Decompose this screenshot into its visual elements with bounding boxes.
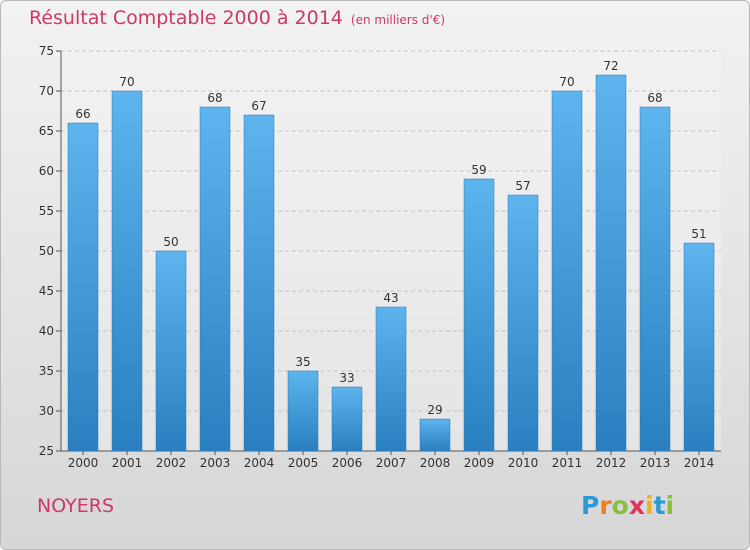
chart-unit: (en milliers d'€) (350, 13, 446, 27)
y-tick-label: 55 (39, 204, 54, 218)
y-tick-label: 35 (39, 364, 54, 378)
bar-value-label: 29 (427, 403, 442, 417)
x-tick-label: 2000 (68, 456, 99, 470)
bar (199, 106, 231, 452)
x-tick-label: 2002 (156, 456, 187, 470)
bar (639, 106, 671, 452)
y-tick-label: 60 (39, 164, 54, 178)
bar-value-label: 59 (471, 163, 486, 177)
logo-letter: i (645, 491, 654, 520)
bar (463, 178, 495, 452)
bar (419, 418, 451, 452)
x-tick-label: 2004 (244, 456, 275, 470)
bar-value-label: 68 (647, 91, 662, 105)
proxiti-logo: Proxiti (581, 491, 674, 520)
commune-name: NOYERS (37, 495, 115, 517)
bar-value-label: 43 (383, 291, 398, 305)
bar-value-label: 67 (251, 99, 266, 113)
bar (67, 122, 99, 452)
logo-letter: o (611, 491, 629, 520)
y-tick-label: 40 (39, 324, 54, 338)
bar-value-label: 66 (75, 107, 90, 121)
bar-value-label: 72 (603, 59, 618, 73)
x-tick-label: 2003 (200, 456, 231, 470)
x-tick-label: 2012 (596, 456, 627, 470)
y-tick-label: 65 (39, 124, 54, 138)
bar (331, 386, 363, 452)
y-tick-label: 75 (39, 44, 54, 58)
bar-value-label: 70 (119, 75, 134, 89)
bar-value-label: 35 (295, 355, 310, 369)
x-tick-label: 2010 (508, 456, 539, 470)
y-tick-label: 70 (39, 84, 54, 98)
bar-value-label: 70 (559, 75, 574, 89)
bar (683, 242, 715, 452)
logo-letter: r (599, 491, 612, 520)
x-tick-label: 2001 (112, 456, 143, 470)
y-tick-label: 50 (39, 244, 54, 258)
bar (111, 90, 143, 452)
x-tick-label: 2007 (376, 456, 407, 470)
bar-value-label: 57 (515, 179, 530, 193)
chart-title-text: Résultat Comptable 2000 à 2014 (29, 7, 343, 29)
y-tick-label: 25 (39, 444, 54, 458)
bar (595, 74, 627, 452)
x-tick-label: 2014 (684, 456, 715, 470)
logo-letter: t (653, 491, 666, 520)
x-tick-label: 2013 (640, 456, 671, 470)
bar-value-label: 50 (163, 235, 178, 249)
bar (243, 114, 275, 452)
bar (375, 306, 407, 452)
bar-value-label: 33 (339, 371, 354, 385)
logo-letter: x (628, 491, 645, 520)
chart-title: Résultat Comptable 2000 à 2014 (en millie… (29, 7, 445, 29)
bar-value-label: 51 (691, 227, 706, 241)
y-tick-label: 45 (39, 284, 54, 298)
logo-letter: P (581, 491, 600, 520)
bar (287, 370, 319, 452)
bar (551, 90, 583, 452)
bar (507, 194, 539, 452)
x-tick-label: 2005 (288, 456, 319, 470)
bar-value-label: 68 (207, 91, 222, 105)
bar (155, 250, 187, 452)
x-tick-label: 2006 (332, 456, 363, 470)
y-tick-label: 30 (39, 404, 54, 418)
logo-letter: i (665, 491, 675, 520)
x-tick-label: 2008 (420, 456, 451, 470)
x-tick-label: 2009 (464, 456, 495, 470)
x-tick-label: 2011 (552, 456, 583, 470)
